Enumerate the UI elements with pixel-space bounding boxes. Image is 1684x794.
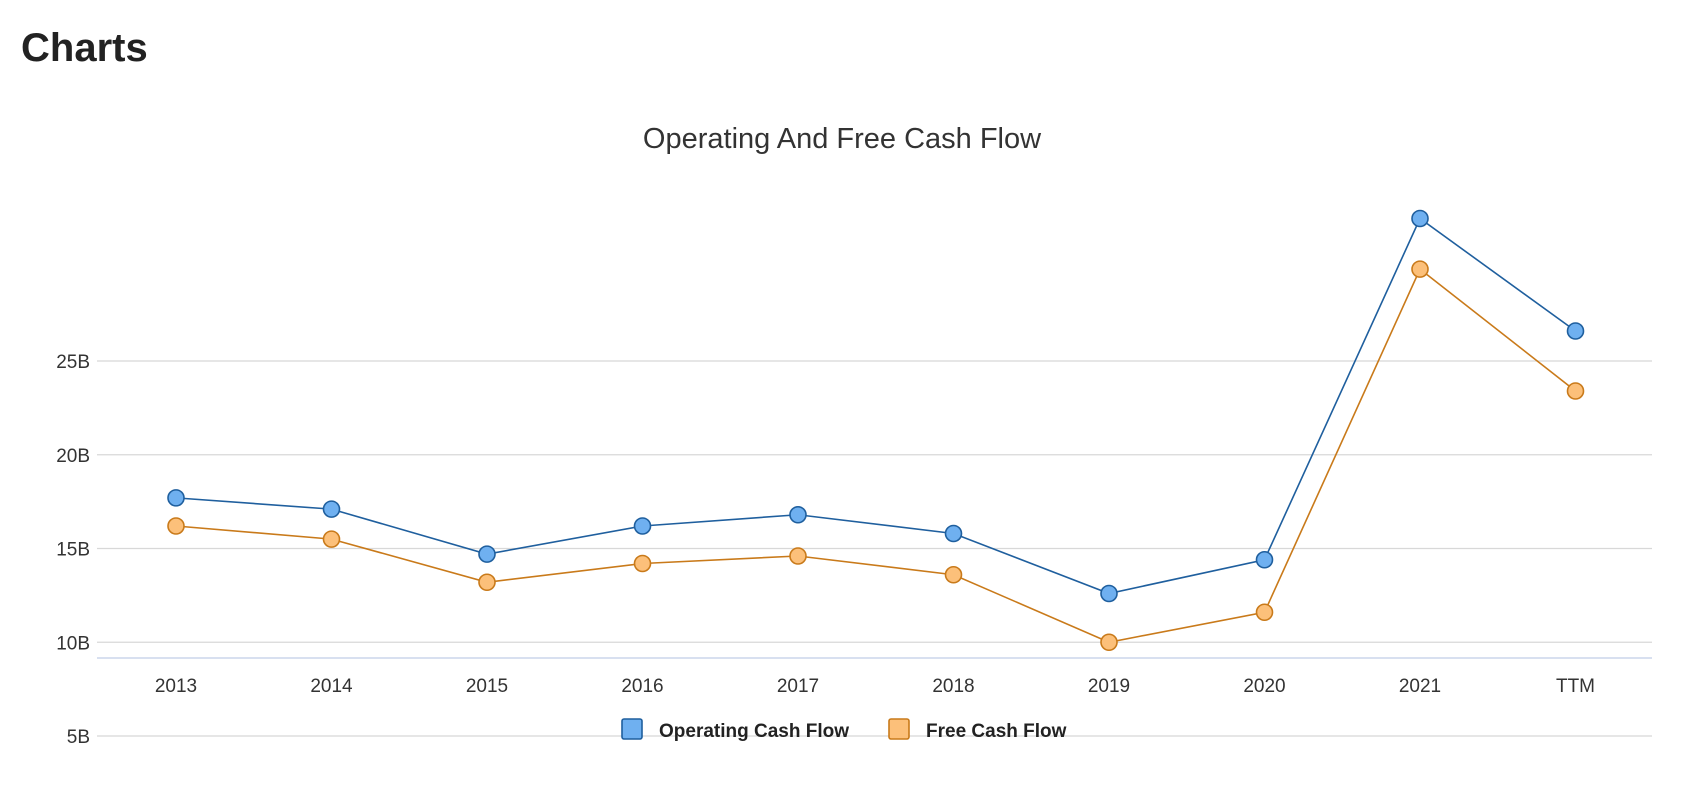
operating-cash-flow-point xyxy=(478,545,496,563)
legend-swatch xyxy=(621,718,643,740)
x-tick-label: 2013 xyxy=(155,676,197,697)
operating-cash-flow-line xyxy=(175,217,1576,595)
y-axis-tick-labels: 5B 10B 15B 20B 25B xyxy=(56,352,90,748)
legend-item-operating-cash-flow[interactable]: Operating Cash Flow xyxy=(621,718,849,742)
legend[interactable]: Operating Cash Flow Free Cash Flow xyxy=(621,718,1067,742)
operating-cash-flow-point xyxy=(1411,209,1429,228)
x-tick-label: 2021 xyxy=(1399,676,1441,697)
y-tick-label: 10B xyxy=(56,633,90,654)
legend-swatch xyxy=(888,718,910,740)
free-cash-flow-point xyxy=(1566,382,1585,400)
operating-cash-flow-point xyxy=(1255,550,1274,569)
free-cash-flow-point xyxy=(1255,603,1274,622)
free-cash-flow-point xyxy=(1100,633,1118,652)
y-tick-label: 15B xyxy=(56,540,90,561)
y-tick-label: 20B xyxy=(56,446,90,467)
operating-cash-flow-point xyxy=(167,489,185,507)
free-cash-flow-point xyxy=(322,530,341,548)
free-cash-flow-point xyxy=(944,565,963,584)
x-axis-tick-labels: 2013 2014 2015 2016 2017 2018 2019 2020 2021 TTM xyxy=(155,676,1595,697)
free-cash-flow-point xyxy=(478,573,496,592)
y-tick-label: 5B xyxy=(67,727,90,748)
x-tick-label: 2016 xyxy=(621,676,663,697)
x-tick-label: 2020 xyxy=(1243,676,1285,697)
legend-item-free-cash-flow[interactable]: Free Cash Flow xyxy=(888,718,1067,742)
grid-lines xyxy=(97,360,1652,737)
legend-label: Operating Cash Flow xyxy=(659,721,849,742)
free-cash-flow-point xyxy=(1411,260,1429,278)
legend-label: Free Cash Flow xyxy=(926,721,1067,742)
operating-cash-flow-point xyxy=(1566,322,1585,340)
operating-cash-flow-point xyxy=(633,517,652,535)
operating-cash-flow-point xyxy=(1100,584,1118,603)
page-heading: Charts xyxy=(21,26,148,70)
chart-title: Operating And Free Cash Flow xyxy=(643,123,1042,155)
x-tick-label: 2015 xyxy=(466,676,508,697)
x-tick-label: 2017 xyxy=(777,676,819,697)
series-layer xyxy=(167,209,1585,652)
series-free-cash-flow xyxy=(167,260,1585,652)
x-tick-label: 2019 xyxy=(1088,676,1130,697)
x-tick-label: 2014 xyxy=(310,676,353,697)
y-tick-label: 25B xyxy=(56,352,90,373)
operating-cash-flow-point xyxy=(944,524,963,543)
free-cash-flow-point xyxy=(633,554,652,573)
operating-cash-flow-point xyxy=(322,500,341,518)
operating-cash-flow-point xyxy=(789,505,807,524)
free-cash-flow-point xyxy=(167,517,185,535)
free-cash-flow-line xyxy=(175,267,1576,644)
x-tick-label: TTM xyxy=(1556,676,1595,697)
series-operating-cash-flow xyxy=(167,209,1585,603)
free-cash-flow-point xyxy=(789,547,807,565)
x-tick-label: 2018 xyxy=(932,676,974,697)
